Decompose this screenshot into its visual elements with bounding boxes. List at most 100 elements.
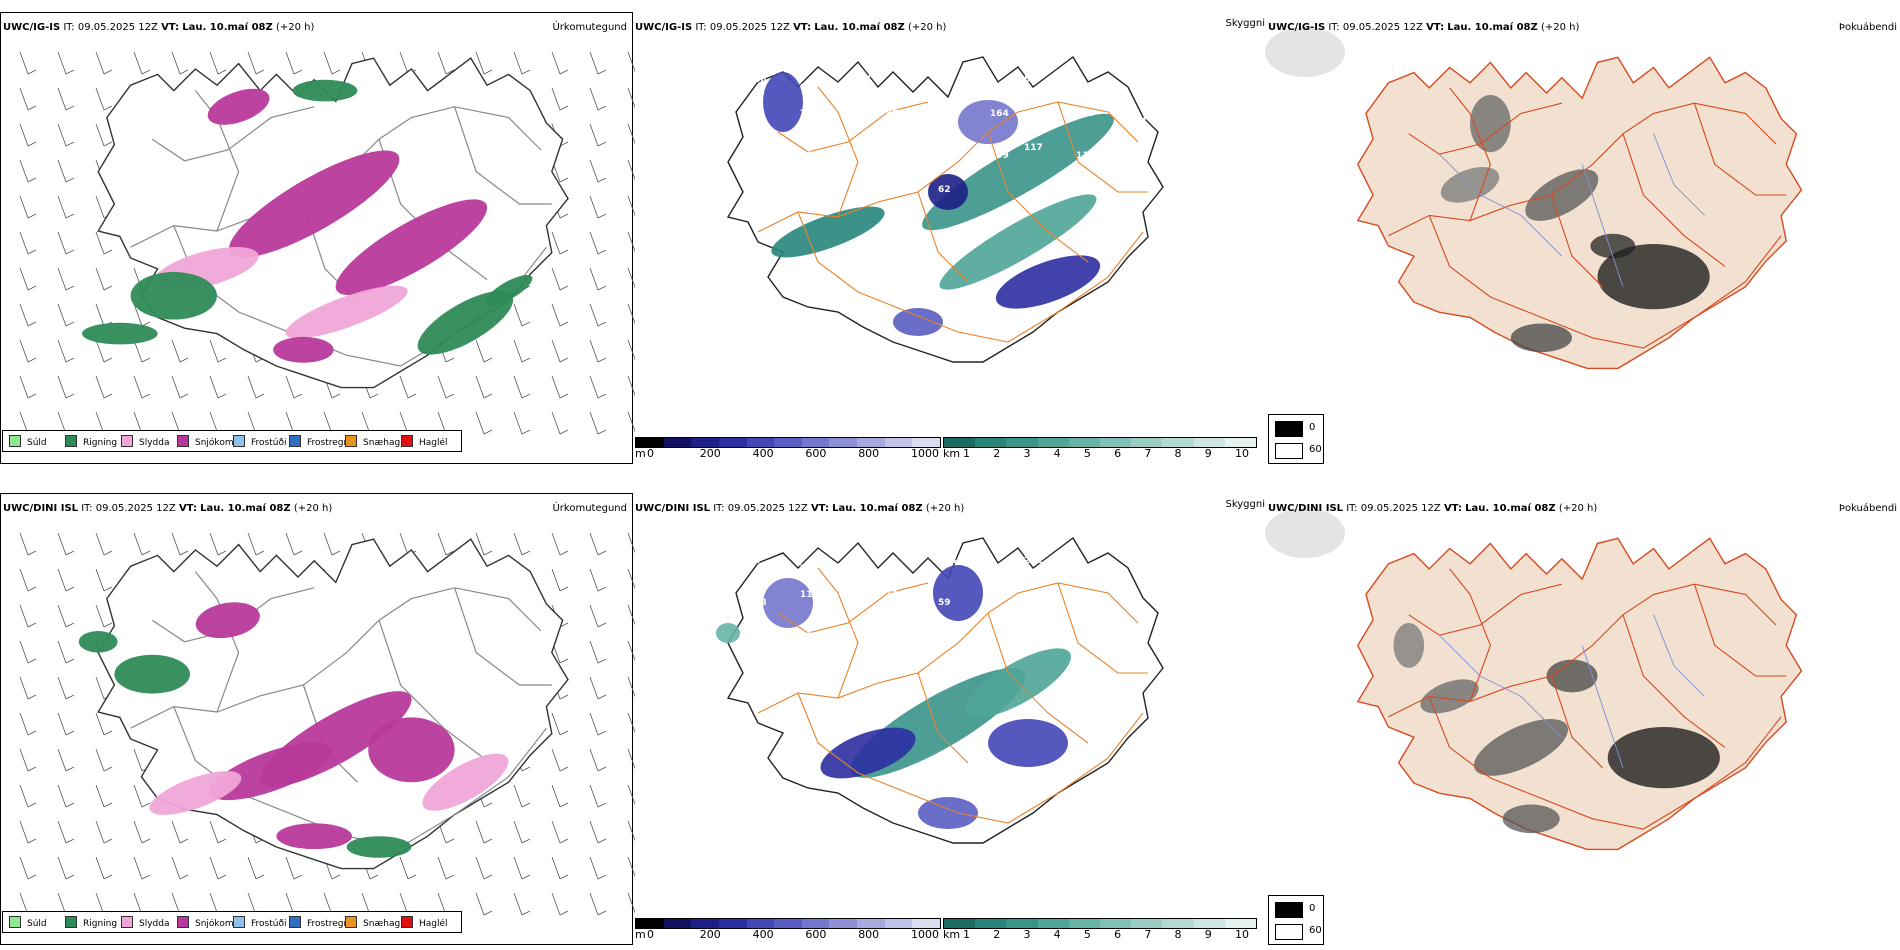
ceiling-label: 96: [800, 151, 813, 161]
panel-title: UWC/IG-IS IT: 09.05.2025 12Z VT: Lau. 10…: [635, 22, 947, 33]
legend-label: Slydda: [139, 438, 170, 448]
ceiling-label: 154: [800, 632, 819, 642]
precip-legend: Súld Rigning Slydda Snjókoma Frostúði Frostre…: [2, 430, 462, 452]
colorbar-tick: 1000: [911, 447, 939, 460]
fog-legend-swatch: [1275, 924, 1303, 940]
ceiling-label: 59: [938, 598, 951, 608]
ceiling-label: 199: [990, 151, 1009, 161]
legend-label: Snjókoma: [195, 438, 240, 448]
ceiling-label: 129: [1076, 109, 1095, 119]
panel-title: UWC/DINI ISL IT: 09.05.2025 12Z VT: Lau.…: [635, 503, 965, 514]
ceiling-label: 108: [748, 75, 767, 85]
legend-item: Rigning: [65, 916, 117, 929]
colorbar-tick: 8: [1174, 447, 1182, 460]
ceiling-label: 881: [886, 109, 905, 119]
colorbar-tick: 0: [647, 928, 654, 941]
colorbar-unit: km: [943, 447, 961, 460]
field-name: Skyggni: [1225, 499, 1265, 510]
ceiling-label: 72: [800, 564, 813, 574]
colorbar-tick: 4: [1053, 928, 1061, 941]
colorbar-tick: 600: [805, 447, 827, 460]
ceiling-label: 183: [1128, 556, 1147, 566]
legend-label: Frostúði: [251, 438, 287, 448]
panel-title: UWC/DINI ISL IT: 09.05.2025 12Z VT: Lau.…: [1268, 503, 1598, 514]
visibility-map: 86 72 87 168 323 111 222 240 183 153 119 97 118 59 42 1…: [716, 536, 1164, 844]
ceiling-label: 158: [886, 177, 905, 187]
ceiling-label: 322: [1128, 624, 1147, 634]
legend-swatch: [177, 916, 189, 928]
ceiling-label: 240: [1076, 564, 1095, 574]
colorbar-tick: 7: [1144, 928, 1152, 941]
ceiling-label: 30: [1076, 83, 1089, 93]
colorbar-tick: 200: [699, 928, 721, 941]
ceiling-label: 112: [938, 624, 957, 634]
legend-item: Frostregn: [289, 435, 349, 448]
colorbar-tick: 3: [1023, 928, 1031, 941]
legend-swatch: [233, 435, 245, 447]
legend-item: Snæhagl: [345, 916, 403, 929]
ceiling-label: 86: [748, 556, 761, 566]
fog-index-panel-row1: UWC/IG-IS IT: 09.05.2025 12Z VT: Lau. 10…: [1265, 12, 1900, 464]
ceiling-label: 168: [886, 564, 905, 574]
colorbar-tick: 0: [647, 447, 654, 460]
colorbar-tick: 200: [699, 447, 721, 460]
legend-label: Snæhagl: [363, 438, 403, 448]
ceiling-colorbar: m 0 200 400 600 800 1000: [635, 437, 945, 464]
legend-label: Slydda: [139, 919, 170, 929]
legend-swatch: [9, 435, 21, 447]
colorbar-tick: 5: [1083, 928, 1091, 941]
legend-item: Súld: [9, 435, 47, 448]
legend-swatch: [121, 435, 133, 447]
colorbar-unit: m: [635, 447, 646, 460]
colorbar-tick: 8: [1174, 928, 1182, 941]
ceiling-label: 893: [852, 117, 871, 127]
ceiling-label: 62: [938, 185, 951, 195]
legend-label: Rigning: [83, 438, 118, 448]
ceiling-label: 112: [990, 632, 1009, 642]
fog-legend: 0 60: [1268, 895, 1324, 945]
panel-frame: [0, 12, 633, 464]
legend-label: Súld: [27, 438, 47, 448]
panel-title: UWC/IG-IS IT: 09.05.2025 12Z VT: Lau. 10…: [1268, 22, 1580, 33]
fog-legend-swatch: [1275, 443, 1303, 459]
legend-item: Haglél: [401, 435, 448, 448]
ceiling-label: 62: [1128, 598, 1141, 608]
legend-swatch: [9, 916, 21, 928]
legend-item: Snjókoma: [177, 435, 239, 448]
legend-item: Rigning: [65, 435, 117, 448]
ceiling-label: 134: [800, 177, 819, 187]
colorbar-tick: 5: [1083, 447, 1091, 460]
fog-index-map: [1265, 27, 1803, 370]
colorbar-tick: 1: [963, 447, 970, 460]
fog-legend-label: 60: [1309, 444, 1322, 455]
ceiling-label: 204: [1076, 590, 1095, 600]
legend-label: Haglél: [419, 919, 448, 929]
legend-label: Frostúði: [251, 919, 287, 929]
legend-item: Frostúði: [233, 916, 286, 929]
colorbar-tick: 600: [805, 928, 827, 941]
ceiling-label: 104: [1076, 632, 1095, 642]
legend-swatch: [177, 435, 189, 447]
legend-item: Frostúði: [233, 435, 286, 448]
ceiling-label: 70: [800, 109, 813, 119]
ceiling-label: 329: [748, 624, 767, 634]
visibility-panel-row1: 108 90 157 744 60 3 58 30 113 529 70 893 881 59 164 401…: [633, 12, 1265, 464]
colorbar-unit: km: [943, 928, 961, 941]
ceiling-label: 96: [852, 666, 865, 676]
ceiling-label: 58: [1024, 75, 1037, 85]
ceiling-label: 119: [800, 590, 819, 600]
colorbar-tick: 2: [993, 928, 1001, 941]
fog-index-panel-row2: UWC/DINI ISL IT: 09.05.2025 12Z VT: Lau.…: [1265, 493, 1900, 945]
legend-swatch: [121, 916, 133, 928]
legend-swatch: [345, 916, 357, 928]
ceiling-label: 744: [886, 83, 905, 93]
precip-map: [19, 51, 635, 435]
ceiling-label: 323: [938, 556, 957, 566]
ceiling-label: 111: [990, 564, 1009, 574]
ceiling-label: 194: [1128, 117, 1147, 127]
colorbar-tick: 800: [858, 447, 880, 460]
ceiling-label: 141: [1024, 598, 1043, 608]
ceiling-label: 281: [886, 632, 905, 642]
ceiling-label: 123: [886, 151, 905, 161]
legend-item: Snjókoma: [177, 916, 239, 929]
